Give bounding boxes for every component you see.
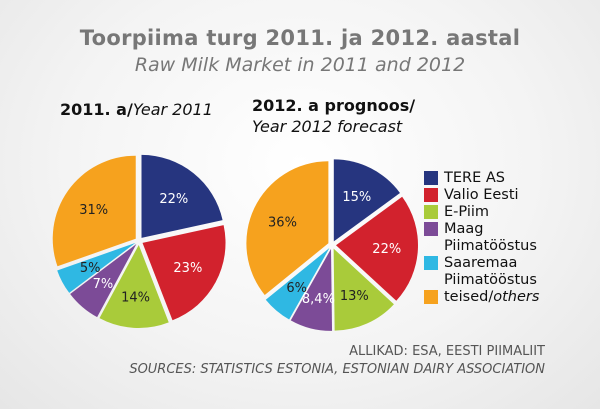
pie-slice-saaremaa-piimat-stus	[57, 242, 136, 293]
pie-title-2012-italic: Year 2012 forecast	[252, 117, 403, 136]
legend-item-saaremaa: Saaremaa Piimatööstus	[424, 255, 537, 289]
pie-slice-valio-eesti	[335, 196, 418, 301]
pie-value-label: 6%	[286, 281, 307, 296]
pie-slice-valio-eesti	[142, 225, 226, 321]
pie-value-label: 23%	[173, 261, 202, 276]
pie-value-label: 22%	[159, 192, 188, 207]
legend-item-epiim: E-Piim	[424, 204, 539, 221]
legend-label: Maag Piimatööstus	[444, 221, 537, 254]
legend: TERE AS Valio Eesti E-Piim Maag Piimatöö…	[424, 170, 539, 306]
legend-item-tere: TERE AS	[424, 170, 539, 187]
legend-swatch	[424, 290, 438, 304]
source-line-en: SOURCES: STATISTICS ESTONIA, ESTONIAN DA…	[129, 362, 545, 377]
legend-swatch	[424, 256, 438, 270]
pie-value-label: 36%	[268, 215, 297, 230]
legend-item-maag: Maag Piimatööstus	[424, 221, 537, 255]
pie-slice-teised-others	[246, 161, 329, 295]
legend-swatch	[424, 222, 438, 236]
pie-value-label: 8,4%	[302, 292, 335, 307]
pie-2011: 22% 23% 14% 7%5% 31%	[52, 154, 226, 328]
legend-label: TERE AS	[444, 170, 505, 186]
pie-value-label: 15%	[342, 190, 371, 205]
pie-slice-e-piim	[333, 248, 394, 331]
pie-title-2011: 2011. a/Year 2011	[60, 100, 213, 119]
pie-slice-tere-as	[141, 154, 223, 238]
pie-slice-maag-piimat-stus	[290, 248, 333, 331]
chart-title: Toorpiima turg 2011. ja 2012. aastal	[79, 26, 521, 50]
legend-swatch	[424, 205, 438, 219]
pie-title-2011-main: 2011. a/	[60, 100, 133, 119]
pie-2012: 15% 22% 13% 8,4%6% 36%	[246, 159, 418, 331]
source-line-et: ALLIKAD: ESA, EESTI PIIMALIIT	[349, 344, 545, 359]
pie-title-2012-main: 2012. a prognoos/	[252, 96, 416, 115]
legend-item-valio: Valio Eesti	[424, 187, 539, 204]
legend-label: Saaremaa Piimatööstus	[444, 255, 537, 288]
legend-swatch	[424, 171, 438, 185]
legend-label-et: teised/	[444, 289, 494, 305]
pie-value-label: 13%	[340, 289, 369, 304]
pie-slice-maag-piimat-stus	[70, 244, 137, 318]
pie-title-2012: 2012. a prognoos/ Year 2012 forecast	[252, 96, 415, 136]
legend-item-others: teised/others	[424, 289, 539, 306]
pie-value-label: 14%	[121, 290, 150, 305]
pie-slice-saaremaa-piimat-stus	[265, 248, 330, 320]
pie-value-label: 7%	[93, 277, 114, 292]
pie-slice-tere-as	[333, 159, 400, 242]
pie-title-2011-italic: Year 2011	[132, 100, 213, 119]
legend-label: Valio Eesti	[444, 187, 519, 203]
pie-slice-e-piim	[99, 244, 169, 328]
legend-label: teised/others	[444, 289, 539, 306]
legend-label-en: others	[493, 289, 540, 305]
pie-value-label: 5%	[80, 261, 101, 276]
pie-slice-teised-others	[52, 155, 136, 267]
sources: ALLIKAD: ESA, EESTI PIIMALIIT SOURCES: S…	[129, 343, 545, 379]
pie-value-label: 31%	[79, 203, 108, 218]
pie-value-label: 22%	[372, 242, 401, 257]
chart-subtitle: Raw Milk Market in 2011 and 2012	[134, 54, 466, 76]
legend-swatch	[424, 188, 438, 202]
legend-label: E-Piim	[444, 204, 490, 220]
